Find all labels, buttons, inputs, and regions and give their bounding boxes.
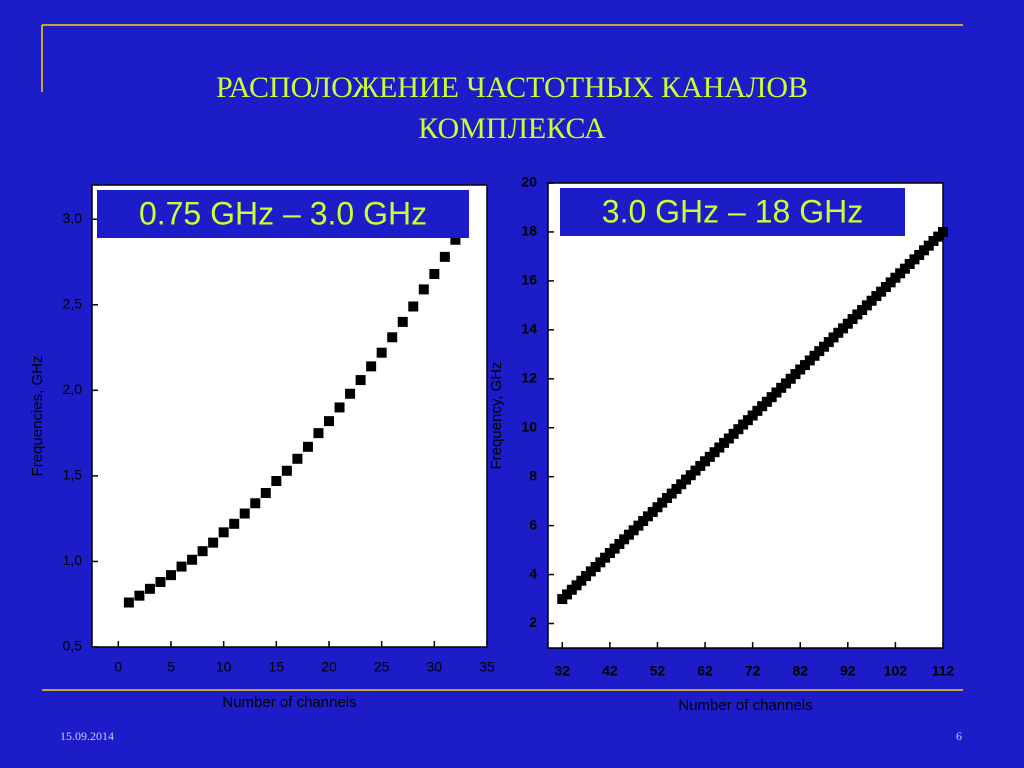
data-point [229, 518, 240, 529]
x-tick-label: 35 [479, 659, 495, 675]
x-tick-label: 0 [114, 659, 122, 675]
y-tick-label: 3,0 [63, 210, 83, 226]
x-tick-label: 62 [697, 663, 713, 679]
y-tick-label: 4 [529, 565, 537, 581]
x-tick-label: 52 [650, 663, 666, 679]
data-point [123, 597, 134, 608]
plot-area [91, 184, 488, 648]
x-tick-label: 15 [269, 659, 285, 675]
y-tick-label: 20 [521, 174, 537, 190]
data-point [324, 416, 334, 427]
x-tick-label: 42 [602, 663, 618, 679]
x-tick-label: 82 [792, 663, 808, 679]
data-point [281, 465, 292, 476]
data-point [313, 428, 324, 439]
x-tick-label: 32 [554, 663, 570, 679]
x-axis-label: Number of channels [222, 694, 356, 711]
x-tick-label: 102 [884, 663, 908, 679]
y-axis-label: Frequency, GHz [488, 361, 505, 469]
y-tick-label: 1,5 [63, 467, 83, 483]
data-point [355, 375, 366, 386]
data-point [187, 554, 198, 565]
data-point [376, 347, 387, 358]
data-point [345, 388, 356, 399]
data-point [208, 537, 219, 548]
slide-title: КОМПЛЕКСА [418, 112, 606, 145]
y-tick-label: 0,5 [63, 638, 83, 654]
y-tick-label: 1,0 [63, 552, 83, 568]
y-tick-label: 2 [529, 614, 537, 630]
x-tick-label: 72 [745, 663, 761, 679]
data-point [218, 527, 229, 538]
y-tick-label: 6 [529, 516, 537, 532]
y-tick-label: 10 [521, 418, 537, 434]
data-point [366, 361, 377, 372]
data-point [166, 570, 176, 581]
data-point [439, 251, 450, 262]
chart-title: 3.0 GHz – 18 GHz [602, 193, 863, 229]
x-tick-label: 5 [167, 659, 175, 675]
x-tick-label: 92 [840, 663, 856, 679]
data-point [408, 301, 419, 312]
data-point [271, 476, 282, 487]
x-tick-label: 20 [321, 659, 337, 675]
x-tick-label: 10 [216, 659, 232, 675]
data-point [292, 453, 303, 464]
data-point [429, 268, 440, 279]
x-tick-label: 30 [427, 659, 443, 675]
data-point [176, 561, 187, 572]
data-point [450, 234, 461, 245]
y-axis-label: Frequencies, GHz [29, 356, 46, 477]
data-point [387, 332, 398, 343]
data-point [260, 488, 271, 498]
chart-title: 0.75 GHz – 3.0 GHz [139, 195, 427, 231]
data-point [334, 402, 345, 413]
y-tick-label: 16 [521, 272, 537, 288]
data-point [938, 226, 948, 237]
data-point [397, 316, 408, 327]
data-point [302, 441, 313, 452]
data-point [250, 498, 261, 509]
y-tick-label: 8 [529, 467, 537, 483]
slide-title: РАСПОЛОЖЕНИЕ ЧАСТОТНЫХ КАНАЛОВ [216, 71, 808, 104]
chart-title-box [97, 190, 469, 238]
data-point [197, 546, 208, 557]
data-point [134, 590, 145, 601]
y-tick-label: 18 [521, 223, 537, 239]
data-point [239, 508, 250, 519]
date: 15.09.2014 [60, 729, 114, 743]
data-point [144, 583, 155, 594]
y-tick-label: 14 [521, 321, 537, 337]
data-point [418, 284, 429, 295]
y-tick-label: 2,5 [63, 295, 83, 311]
y-tick-label: 12 [521, 369, 537, 385]
y-tick-label: 2,0 [63, 381, 83, 397]
x-tick-label: 112 [932, 663, 955, 679]
page-number: 6 [956, 729, 962, 743]
x-axis-label: Number of channels [678, 697, 812, 714]
data-point [155, 576, 166, 587]
x-tick-label: 25 [374, 659, 390, 675]
chart-title-box [560, 188, 905, 236]
